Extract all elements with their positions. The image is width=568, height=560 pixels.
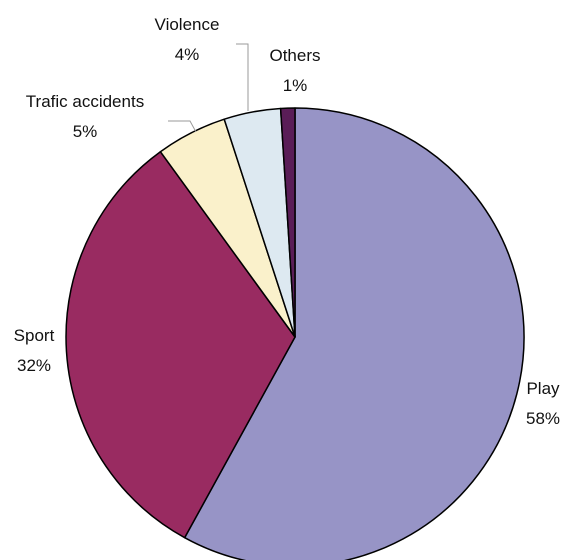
label-name-sport: Sport (14, 326, 55, 345)
slice-sport (65, 150, 296, 539)
leader-line-trafic-accidents (168, 120, 197, 133)
label-name-trafic-accidents: Trafic accidents (26, 92, 144, 111)
leader-lines (168, 43, 249, 133)
data-labels: Play 58% Sport 32% Trafic accidents 5% Violenc… (14, 15, 560, 428)
leader-line-violence (236, 43, 249, 111)
label-value-play: 58% (526, 409, 560, 428)
slice-others (279, 107, 296, 338)
slice-play (183, 107, 525, 560)
label-name-play: Play (526, 379, 560, 398)
label-name-violence: Violence (155, 15, 220, 34)
label-value-others: 1% (283, 76, 308, 95)
label-value-violence: 4% (175, 45, 200, 64)
label-value-sport: 32% (17, 356, 51, 375)
label-name-others: Others (269, 46, 320, 65)
label-value-trafic-accidents: 5% (73, 122, 98, 141)
pie-slices (65, 107, 525, 560)
